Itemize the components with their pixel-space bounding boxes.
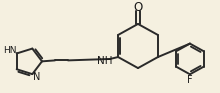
Text: F: F	[187, 75, 193, 85]
Text: HN: HN	[3, 46, 16, 55]
Text: NH: NH	[97, 56, 113, 66]
Text: N: N	[33, 72, 40, 82]
Text: O: O	[133, 1, 143, 14]
